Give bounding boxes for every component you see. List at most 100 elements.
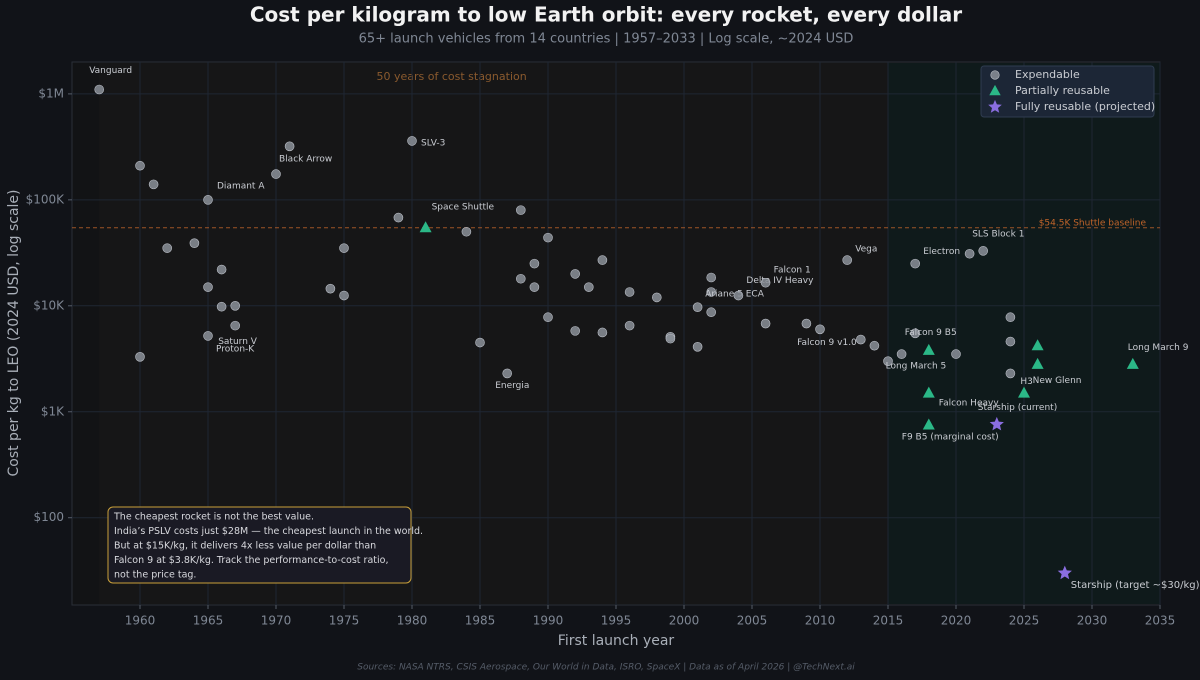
data-point (922, 386, 935, 398)
point-label: Vega (855, 245, 877, 255)
point-label: Diamant A (217, 181, 265, 191)
data-point (529, 282, 540, 292)
data-point (407, 136, 417, 146)
point-label: Black Arrow (279, 155, 332, 165)
point-label: Electron (923, 247, 960, 257)
data-point (706, 307, 717, 318)
x-axis-label: First launch year (558, 633, 675, 649)
x-tick-label: 1985 (465, 614, 496, 628)
data-point (760, 318, 771, 329)
note-box (107, 506, 412, 584)
data-point (162, 243, 172, 253)
data-point (597, 255, 608, 265)
data-point (842, 255, 853, 265)
data-point (989, 416, 1004, 431)
data-point (951, 349, 961, 359)
footer: Sources: NASA NTRS, CSIS Aerospace, Our … (357, 663, 855, 673)
data-point (922, 343, 935, 355)
data-point (896, 349, 907, 359)
data-point (325, 283, 336, 294)
y-tick-label: $1K (41, 404, 65, 418)
data-point (529, 258, 540, 269)
data-point (624, 320, 635, 331)
data-point (189, 238, 200, 248)
legend-marker (988, 99, 1002, 113)
x-tick-label: 1975 (329, 614, 360, 628)
y-axis-label: Cost per kg to LEO (2024 USD, log scale) (6, 189, 22, 476)
data-point (339, 290, 349, 301)
data-point (801, 318, 812, 329)
note-text: not the price tag. (114, 570, 196, 581)
data-point (922, 418, 935, 430)
x-tick-label: 2010 (805, 614, 836, 628)
region-label: 50 years of cost stagnation (376, 70, 526, 83)
data-point (1031, 357, 1044, 369)
point-label: Falcon Heavy (939, 399, 1000, 409)
point-label: Falcon 1 (774, 265, 811, 275)
point-label: SLS Block 1 (972, 229, 1024, 239)
data-point (203, 331, 213, 341)
data-point (1057, 565, 1072, 580)
point-label: Long March 5 (886, 362, 947, 372)
data-point (692, 302, 703, 313)
data-point (651, 292, 662, 303)
data-point (624, 287, 635, 297)
data-point (910, 328, 921, 339)
data-point (502, 368, 513, 379)
data-point (135, 352, 145, 362)
data-point (978, 246, 989, 256)
data-point (583, 282, 594, 292)
data-point (1005, 368, 1016, 379)
x-tick-label: 1970 (261, 614, 292, 628)
data-point (692, 342, 703, 352)
point-label: New Glenn (1033, 376, 1082, 386)
x-tick-label: 1960 (125, 614, 156, 628)
data-point (883, 356, 893, 367)
y-tick-label: $100K (26, 192, 66, 206)
data-point (284, 141, 295, 152)
note-text: India’s PSLV costs just $28M — the cheap… (114, 526, 423, 537)
data-point (515, 273, 526, 284)
point-label: F9 B5 (marginal cost) (902, 432, 999, 442)
x-tick-label: 2025 (1009, 614, 1040, 628)
data-point (216, 301, 227, 312)
data-point (203, 195, 213, 205)
point-label: Vanguard (89, 66, 132, 76)
point-label: Long March 9 (1128, 343, 1189, 353)
reference-label: $54.5K Shuttle baseline (1039, 218, 1147, 228)
note-text: Falcon 9 at $3.8K/kg. Track the performa… (114, 555, 388, 566)
x-tick-label: 2000 (669, 614, 700, 628)
note-text: The cheapest rocket is not the best valu… (113, 512, 314, 523)
data-point (1018, 386, 1030, 398)
x-tick-label: 2020 (941, 614, 972, 628)
data-point (543, 312, 553, 323)
data-point (271, 169, 281, 179)
data-point (230, 300, 240, 311)
legend-marker (989, 84, 1001, 96)
x-tick-label: 1965 (193, 614, 224, 628)
data-point (706, 287, 717, 297)
x-tick-label: 2005 (737, 614, 768, 628)
data-point (94, 84, 104, 95)
point-label: SLV-3 (421, 138, 445, 148)
data-point (419, 221, 432, 233)
data-point (1126, 357, 1139, 369)
data-point (148, 179, 159, 190)
data-point (910, 258, 921, 269)
point-label: H3 (1020, 377, 1033, 387)
data-point (869, 340, 880, 351)
y-tick-label: $10K (33, 298, 65, 312)
chart-title: Cost per kilogram to low Earth orbit: ev… (250, 3, 962, 27)
legend-label: Expendable (1015, 68, 1080, 81)
legend-label: Fully reusable (projected) (1015, 100, 1155, 113)
point-label: Delta IV Heavy (746, 276, 814, 286)
data-point (230, 320, 240, 331)
point-label: Starship (target ~$30/kg) (1071, 580, 1200, 591)
data-point (665, 333, 676, 344)
data-point (339, 243, 349, 253)
point-label: Falcon 9 B5 (905, 328, 957, 338)
data-point (475, 337, 485, 348)
data-point (733, 290, 744, 301)
data-point (543, 232, 553, 243)
